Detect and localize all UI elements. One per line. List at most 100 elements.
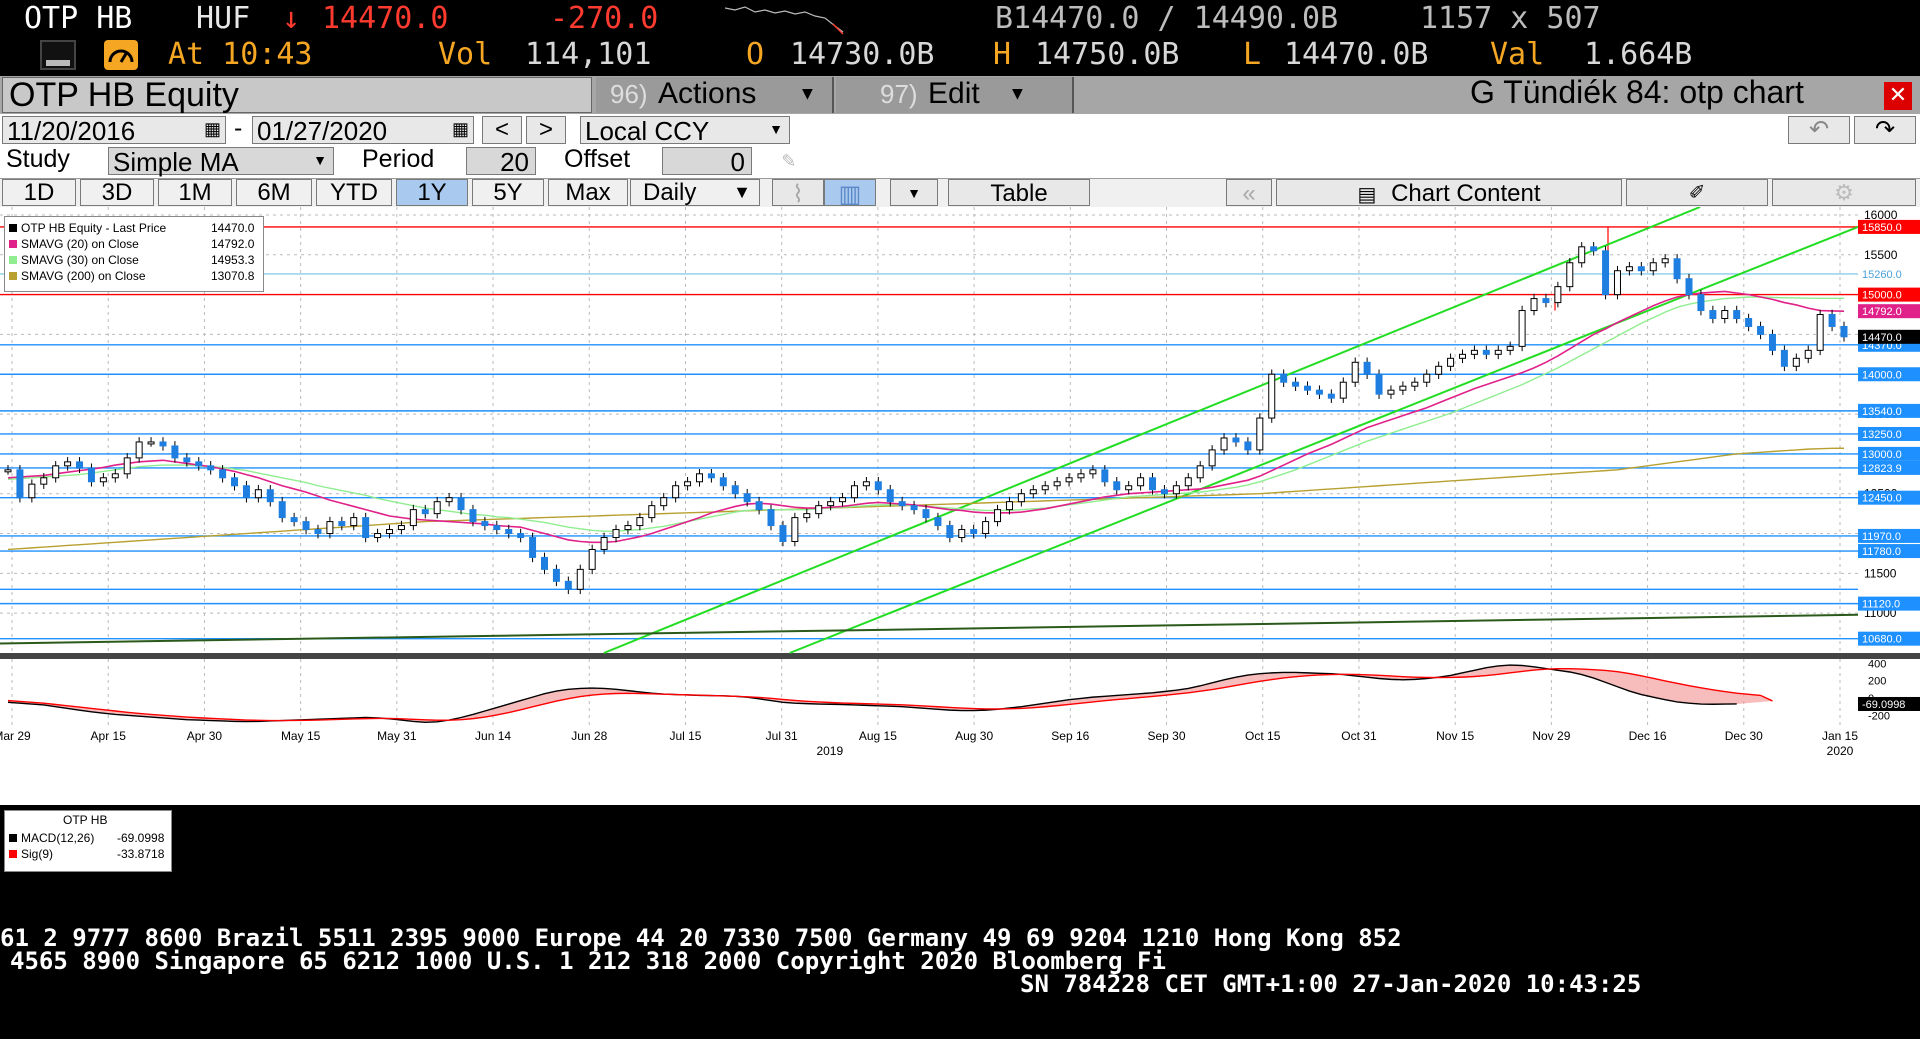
close-icon[interactable]: ✕ (1884, 82, 1912, 110)
redo-button[interactable]: ↷ (1854, 116, 1916, 144)
study-select[interactable]: Simple MA ▼ (108, 147, 334, 177)
candle-body (1482, 349, 1490, 355)
price-tag-label: 13000.0 (1862, 449, 1902, 461)
candle-body (1089, 469, 1097, 475)
security-field[interactable]: OTP HB Equity (2, 76, 592, 114)
next-period-button[interactable]: > (526, 116, 566, 144)
candle-body (505, 529, 513, 535)
actions-menu[interactable]: 96) Actions ▼ (596, 77, 834, 113)
frequency-select[interactable]: Daily ▼ (630, 179, 760, 206)
bid-ask: B14470.0 / 14490.0B (995, 1, 1339, 36)
range-button-max[interactable]: Max (548, 179, 628, 206)
period-input[interactable]: 20 (466, 147, 536, 177)
price-tag-label: 14000.0 (1862, 369, 1902, 381)
range-button-1d[interactable]: 1D (2, 179, 76, 206)
candle-body (1816, 314, 1824, 351)
end-date-input[interactable]: 01/27/2020 ▦ (252, 116, 474, 146)
low-label: L (1243, 37, 1262, 72)
year-label: 2020 (1827, 744, 1854, 758)
start-date-input[interactable]: 11/20/2016 ▦ (2, 116, 226, 146)
chart-type-dropdown[interactable]: ▼ (890, 179, 938, 206)
start-date-text: 11/20/2016 (7, 116, 136, 146)
actions-shortcut: 96) (610, 79, 648, 109)
candle-body (660, 497, 668, 507)
table-button[interactable]: Table (948, 179, 1090, 207)
candle-body (576, 568, 584, 590)
offset-label: Offset (564, 145, 631, 173)
price-tag-label: 15000.0 (1862, 290, 1902, 302)
range-button-1y[interactable]: 1Y (396, 179, 468, 206)
currency-select[interactable]: Local CCY ▼ (580, 116, 790, 146)
candle-body (1292, 381, 1300, 387)
candle-body (111, 473, 119, 479)
macd-tick-label: 200 (1868, 676, 1886, 688)
price-tag-box (1858, 490, 1920, 505)
candle-body (254, 489, 262, 499)
side-tag-label: 14470.0 (1862, 332, 1902, 344)
range-button-ytd[interactable]: YTD (316, 179, 392, 206)
price-tag-label: 12450.0 (1862, 493, 1902, 505)
edit-menu[interactable]: 97) Edit ▼ (836, 77, 1074, 113)
candle-body (1578, 246, 1586, 264)
chart-content-text: Chart Content (1391, 180, 1541, 207)
candle-body (1530, 298, 1538, 312)
candle-body (1005, 501, 1013, 511)
range-button-1m[interactable]: 1M (158, 179, 232, 206)
settings-gear-icon[interactable]: ⚙ (1772, 179, 1916, 206)
price-chart[interactable]: 1600015500150001450014000135001300012500… (0, 207, 1920, 805)
candle-body (1566, 262, 1574, 288)
candle-body (1196, 465, 1204, 479)
low-value: 14470.0B (1284, 37, 1429, 72)
candle-body (552, 568, 560, 582)
candle-body (1184, 477, 1192, 487)
price-tag-label: 11780.0 (1862, 546, 1901, 558)
chart-content-button[interactable]: ▤ Chart Content (1276, 179, 1622, 207)
speedometer-icon[interactable] (104, 40, 138, 70)
range-button-3d[interactable]: 3D (80, 179, 154, 206)
down-arrow-icon: ↓ (282, 1, 301, 36)
side-tag-label: 14792.0 (1862, 306, 1902, 318)
range-button-6m[interactable]: 6M (236, 179, 312, 206)
candle-body (1220, 437, 1228, 451)
candle-body (1017, 493, 1025, 503)
x-tick-label: Aug 30 (955, 729, 993, 743)
candle-body (374, 533, 382, 539)
annotate-icon[interactable]: ✐ (1626, 179, 1768, 206)
candle-body (1542, 298, 1550, 304)
candle-body (588, 548, 596, 570)
candle-body (1661, 258, 1669, 264)
price-tag-label: 11120.0 (1862, 599, 1900, 611)
offset-input[interactable]: 0 (662, 147, 752, 177)
collapse-icon[interactable]: « (1226, 179, 1272, 207)
candle-body (1768, 333, 1776, 351)
candle-body (1232, 437, 1240, 443)
candle-body (99, 477, 107, 483)
candle-body (1029, 489, 1037, 495)
candle-body (421, 509, 429, 515)
macd-tick-label: 400 (1868, 658, 1886, 670)
candle-body (910, 505, 918, 511)
price-tag-box (1858, 287, 1920, 302)
range-button-5y[interactable]: 5Y (472, 179, 544, 206)
pencil-icon[interactable]: ✎ (782, 148, 796, 173)
footer-session-line: SN 784228 CET GMT+1:00 27-Jan-2020 10:43… (1020, 970, 1642, 998)
candle-body (219, 469, 227, 479)
security-name: OTP HB Equity (9, 76, 239, 114)
prev-period-button[interactable]: < (482, 116, 522, 144)
snapshot-icon[interactable] (40, 40, 76, 70)
candle-body (970, 529, 978, 535)
candle-body (397, 525, 405, 531)
x-tick-label: Jun 14 (475, 729, 511, 743)
candle-body (719, 477, 727, 487)
candle-body (636, 517, 644, 527)
price-tag-label: 12823.9 (1862, 463, 1902, 475)
candle-body (743, 493, 751, 503)
candle-chart-button[interactable]: ▥ (824, 179, 876, 208)
candle-body (1494, 349, 1502, 355)
price-plot-bg (0, 207, 1920, 653)
price-tag-box (1858, 544, 1920, 559)
candle-body (827, 501, 835, 507)
undo-button[interactable]: ↶ (1788, 116, 1850, 144)
candle-body (1745, 318, 1753, 327)
line-chart-button[interactable]: ⌇ (772, 179, 824, 208)
